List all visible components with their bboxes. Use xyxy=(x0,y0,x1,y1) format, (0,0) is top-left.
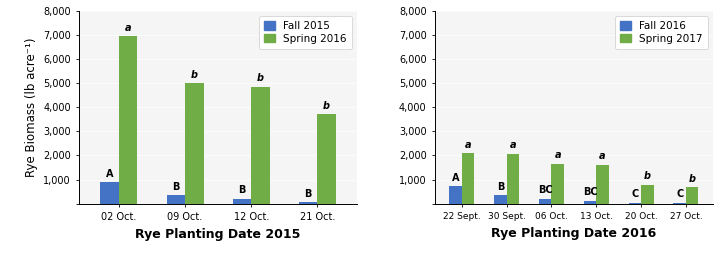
Bar xyxy=(539,199,552,204)
Legend: Fall 2015, Spring 2016: Fall 2015, Spring 2016 xyxy=(259,16,352,49)
Text: a: a xyxy=(510,140,516,150)
Bar xyxy=(507,154,519,204)
Text: B: B xyxy=(305,189,312,199)
Text: BC: BC xyxy=(582,187,598,197)
Text: b: b xyxy=(644,172,651,181)
Text: b: b xyxy=(257,73,264,83)
Text: B: B xyxy=(172,181,179,192)
Text: a: a xyxy=(125,23,132,33)
Text: a: a xyxy=(554,150,561,161)
Text: a: a xyxy=(599,151,606,161)
Bar xyxy=(185,83,204,204)
Legend: Fall 2016, Spring 2017: Fall 2016, Spring 2017 xyxy=(615,16,708,49)
Bar xyxy=(686,187,698,204)
Text: C: C xyxy=(631,189,639,199)
Text: b: b xyxy=(689,174,696,184)
Bar xyxy=(100,183,119,204)
X-axis label: Rye Planting Date 2016: Rye Planting Date 2016 xyxy=(491,226,657,240)
Bar xyxy=(641,185,654,204)
Bar xyxy=(449,186,462,204)
Bar xyxy=(166,195,185,204)
Text: BC: BC xyxy=(538,185,552,195)
Text: a: a xyxy=(465,140,472,150)
Text: A: A xyxy=(451,173,459,183)
Bar xyxy=(233,199,251,204)
Text: B: B xyxy=(497,181,504,192)
Bar xyxy=(119,36,138,204)
Bar xyxy=(494,195,507,204)
Bar xyxy=(629,203,641,204)
Text: B: B xyxy=(238,185,246,195)
Text: b: b xyxy=(323,101,330,111)
Bar xyxy=(318,114,336,204)
Bar xyxy=(299,202,318,204)
Bar xyxy=(584,201,596,204)
Bar xyxy=(552,164,564,204)
X-axis label: Rye Planting Date 2015: Rye Planting Date 2015 xyxy=(135,228,301,241)
Bar xyxy=(596,165,609,204)
Text: A: A xyxy=(106,169,113,179)
Text: b: b xyxy=(191,70,198,80)
Bar xyxy=(251,87,270,204)
Y-axis label: Rye Biomass (lb acre⁻¹): Rye Biomass (lb acre⁻¹) xyxy=(24,38,37,177)
Text: C: C xyxy=(676,189,683,199)
Bar xyxy=(462,153,474,204)
Bar xyxy=(673,203,686,204)
